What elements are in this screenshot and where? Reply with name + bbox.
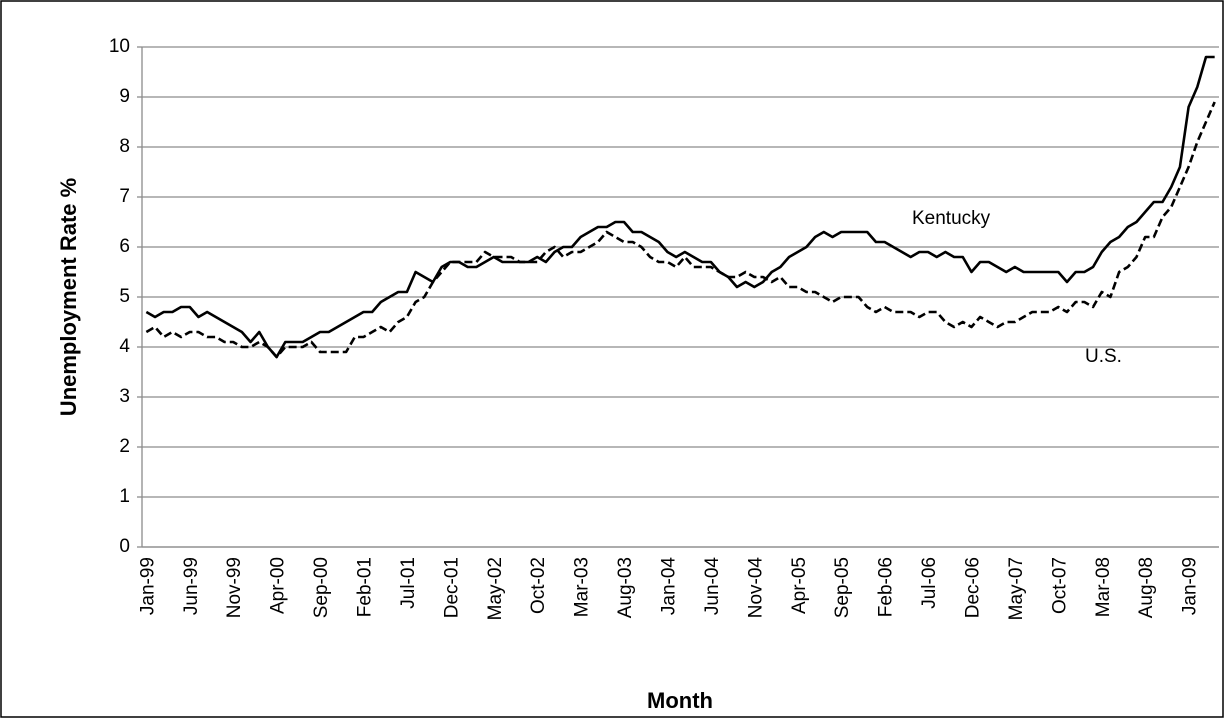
- x-tick-label: Sep-00: [311, 557, 332, 618]
- x-tick-label: Jun-04: [702, 557, 723, 616]
- x-tick-label: Feb-01: [354, 557, 375, 617]
- x-tick-label: Dec-01: [441, 557, 462, 618]
- y-tick-label: 8: [119, 136, 130, 157]
- y-tick-label: 0: [119, 536, 130, 557]
- y-tick-label: 5: [119, 286, 130, 307]
- x-tick-label: Jul-06: [919, 557, 940, 609]
- x-tick-label: Oct-02: [528, 557, 549, 614]
- y-tick-label: 2: [119, 436, 130, 457]
- x-tick-label: May-07: [1006, 557, 1027, 620]
- x-tick-label: Nov-99: [224, 557, 245, 618]
- x-tick-label: Jul-01: [398, 557, 419, 609]
- y-tick-label: 7: [119, 186, 130, 207]
- y-tick-label: 4: [119, 336, 130, 357]
- x-tick-label: Mar-08: [1093, 557, 1114, 617]
- x-tick-label: Feb-06: [876, 557, 897, 617]
- y-tick-label: 3: [119, 386, 130, 407]
- x-tick-label: Aug-08: [1136, 557, 1157, 618]
- x-tick-label: Apr-05: [789, 557, 810, 614]
- y-tick-label: 6: [119, 236, 130, 257]
- x-tick-label: Oct-07: [1049, 557, 1070, 614]
- y-tick-label: 1: [119, 486, 130, 507]
- x-tick-label: May-02: [485, 557, 506, 620]
- y-tick-label: 10: [109, 36, 130, 57]
- y-axis-title: Unemployment Rate %: [56, 178, 81, 416]
- series-line: [145, 101, 1216, 359]
- x-axis-title: Month: [647, 688, 713, 713]
- x-tick-label: Aug-03: [615, 557, 636, 618]
- x-tick-label: Sep-05: [832, 557, 853, 618]
- x-tick-label: Jan-09: [1180, 557, 1201, 615]
- x-tick-label: Apr-00: [268, 557, 289, 614]
- x-tick-label: Jan-99: [137, 557, 158, 615]
- x-tick-label: Mar-03: [572, 557, 593, 617]
- series-label: Kentucky: [912, 208, 991, 229]
- x-tick-label: Nov-04: [745, 557, 766, 619]
- x-tick-label: Jan-04: [658, 557, 679, 616]
- y-tick-label: 9: [119, 86, 130, 107]
- x-tick-label: Jun-99: [181, 557, 202, 615]
- series-line: [145, 55, 1215, 359]
- x-tick-label: Dec-06: [962, 557, 983, 618]
- series-label: U.S.: [1085, 346, 1122, 367]
